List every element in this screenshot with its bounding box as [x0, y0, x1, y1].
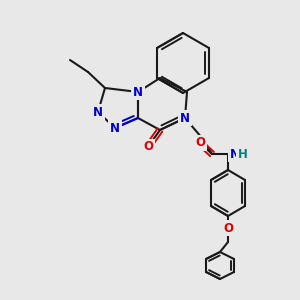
Text: H: H [238, 148, 248, 160]
Text: N: N [230, 148, 240, 160]
Text: N: N [93, 106, 103, 118]
Text: N: N [180, 112, 190, 124]
Text: N: N [110, 122, 120, 134]
Text: O: O [195, 136, 205, 149]
Text: O: O [143, 140, 153, 154]
Text: N: N [133, 85, 143, 98]
Text: O: O [223, 221, 233, 235]
Text: N: N [133, 85, 143, 98]
